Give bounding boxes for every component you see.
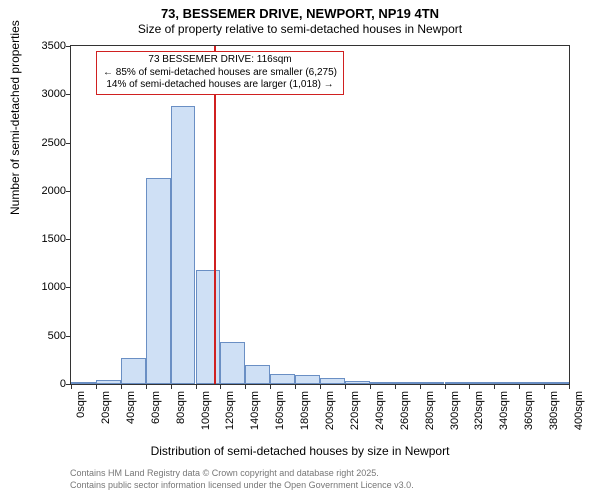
y-tick-label: 1000 <box>26 281 66 293</box>
x-tick-mark <box>569 385 570 389</box>
footer-line2: Contains public sector information licen… <box>70 480 570 490</box>
x-tick-label: 20sqm <box>100 391 112 424</box>
x-tick-label: 0sqm <box>75 391 87 418</box>
annotation-line3: 14% of semi-detached houses are larger (… <box>103 79 337 92</box>
histogram-bar <box>544 382 569 384</box>
x-tick-mark <box>295 385 296 389</box>
x-tick-label: 200sqm <box>324 391 336 430</box>
annotation-box: 73 BESSEMER DRIVE: 116sqm ← 85% of semi-… <box>96 51 344 95</box>
x-tick-label: 340sqm <box>498 391 510 430</box>
x-tick-label: 400sqm <box>573 391 585 430</box>
x-tick-label: 280sqm <box>424 391 436 430</box>
x-tick-mark <box>245 385 246 389</box>
x-tick-label: 100sqm <box>200 391 212 430</box>
x-tick-label: 240sqm <box>374 391 386 430</box>
x-tick-mark <box>146 385 147 389</box>
x-tick-mark <box>544 385 545 389</box>
annotation-line2: ← 85% of semi-detached houses are smalle… <box>103 67 337 80</box>
x-tick-mark <box>494 385 495 389</box>
footer-line1: Contains HM Land Registry data © Crown c… <box>70 468 570 478</box>
y-tick-label: 500 <box>26 330 66 342</box>
x-tick-mark <box>445 385 446 389</box>
histogram-bar <box>220 342 245 384</box>
histogram-bar <box>345 381 370 384</box>
x-tick-mark <box>71 385 72 389</box>
x-tick-mark <box>420 385 421 389</box>
x-tick-mark <box>196 385 197 389</box>
histogram-bar <box>370 382 395 384</box>
x-tick-mark <box>345 385 346 389</box>
x-tick-label: 180sqm <box>299 391 311 430</box>
histogram-bar <box>146 178 171 384</box>
x-axis-label: Distribution of semi-detached houses by … <box>0 444 600 458</box>
x-tick-label: 40sqm <box>125 391 137 424</box>
x-tick-label: 260sqm <box>399 391 411 430</box>
histogram-bar <box>420 382 445 384</box>
y-tick-label: 0 <box>26 378 66 390</box>
histogram-bar <box>469 382 494 384</box>
x-tick-label: 300sqm <box>449 391 461 430</box>
x-tick-label: 120sqm <box>224 391 236 430</box>
x-tick-label: 160sqm <box>274 391 286 430</box>
x-tick-mark <box>270 385 271 389</box>
x-tick-label: 140sqm <box>249 391 261 430</box>
x-tick-mark <box>96 385 97 389</box>
y-tick-label: 3500 <box>26 40 66 52</box>
x-tick-label: 220sqm <box>349 391 361 430</box>
x-tick-mark <box>519 385 520 389</box>
histogram-bar <box>445 382 470 384</box>
x-tick-mark <box>220 385 221 389</box>
x-tick-label: 80sqm <box>175 391 187 424</box>
x-tick-mark <box>171 385 172 389</box>
plot-area: 73 BESSEMER DRIVE: 116sqm ← 85% of semi-… <box>70 45 570 385</box>
histogram-bar <box>196 270 221 384</box>
chart-title-main: 73, BESSEMER DRIVE, NEWPORT, NP19 4TN <box>0 6 600 21</box>
histogram-bar <box>245 365 270 384</box>
x-tick-label: 60sqm <box>150 391 162 424</box>
histogram-bar <box>121 358 146 384</box>
x-tick-mark <box>320 385 321 389</box>
histogram-bar <box>71 382 96 384</box>
histogram-bar <box>270 374 295 384</box>
histogram-bar <box>320 378 345 384</box>
x-tick-mark <box>395 385 396 389</box>
histogram-bar <box>295 375 320 384</box>
histogram-bar <box>395 382 420 384</box>
chart-container: 73, BESSEMER DRIVE, NEWPORT, NP19 4TN Si… <box>0 0 600 500</box>
x-tick-mark <box>469 385 470 389</box>
annotation-line1: 73 BESSEMER DRIVE: 116sqm <box>103 54 337 67</box>
x-tick-label: 360sqm <box>523 391 535 430</box>
y-tick-label: 3000 <box>26 88 66 100</box>
property-marker-line <box>214 46 216 384</box>
y-tick-label: 2500 <box>26 137 66 149</box>
x-tick-mark <box>370 385 371 389</box>
histogram-bar <box>519 382 544 384</box>
chart-title-sub: Size of property relative to semi-detach… <box>0 22 600 36</box>
x-tick-label: 320sqm <box>473 391 485 430</box>
histogram-bar <box>494 382 519 384</box>
y-axis-label: Number of semi-detached properties <box>8 20 22 215</box>
x-ticks: 0sqm 20sqm 40sqm 60sqm 80sqm 100sqm 120sqm 140s… <box>70 385 570 445</box>
y-tick-label: 1500 <box>26 233 66 245</box>
x-tick-mark <box>121 385 122 389</box>
y-tick-label: 2000 <box>26 185 66 197</box>
histogram-bar <box>171 106 196 384</box>
bars-layer <box>71 46 569 384</box>
histogram-bar <box>96 380 121 384</box>
x-tick-label: 380sqm <box>548 391 560 430</box>
